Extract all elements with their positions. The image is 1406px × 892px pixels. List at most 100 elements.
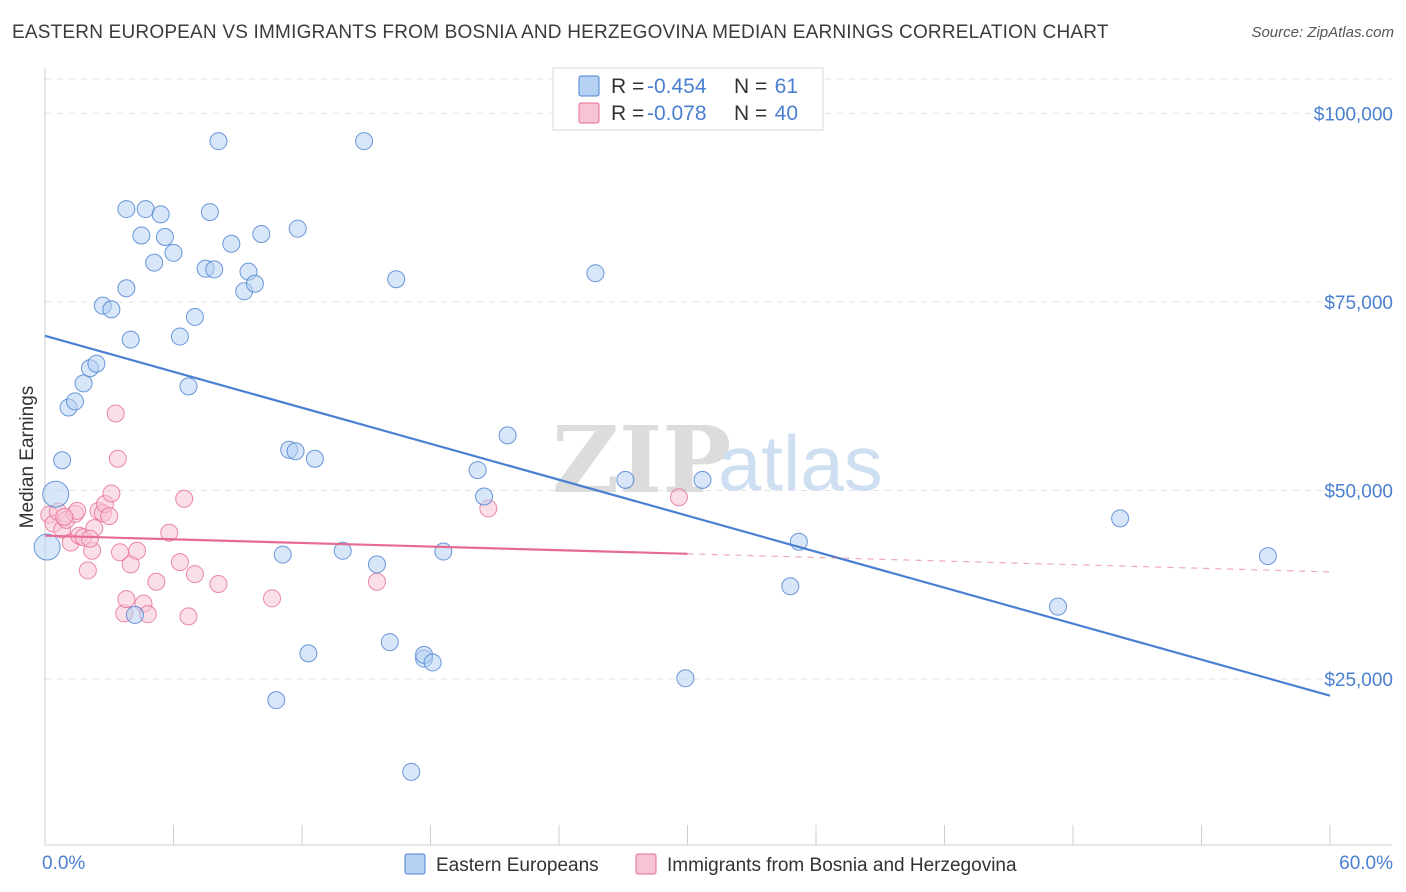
data-point-eastern-europeans	[53, 451, 72, 470]
data-point-eastern-europeans	[333, 541, 352, 560]
chart-title: EASTERN EUROPEAN VS IMMIGRANTS FROM BOSN…	[12, 22, 1109, 43]
data-point-eastern-europeans	[434, 542, 453, 561]
stats-r-value: -0.078	[647, 102, 707, 125]
data-point-eastern-europeans	[200, 203, 219, 222]
legend-label-bosnia: Immigrants from Bosnia and Herzegovina	[667, 855, 1017, 876]
x-tick-label-end: 60.0%	[1339, 853, 1393, 874]
data-point-eastern-europeans	[145, 253, 164, 272]
data-point-eastern-europeans	[468, 461, 487, 480]
y-tick-label: $75,000	[1324, 293, 1393, 314]
data-point-bosnia	[106, 404, 125, 423]
data-point-bosnia	[160, 523, 179, 542]
watermark: ZIP atlas	[552, 406, 883, 514]
data-point-bosnia	[128, 541, 147, 560]
data-point-bosnia	[102, 484, 121, 503]
data-point-eastern-europeans	[402, 762, 421, 781]
data-point-bosnia	[108, 449, 127, 468]
stats-n-value: 61	[775, 75, 798, 98]
stats-swatch-pink	[578, 102, 600, 124]
x-tick-labels: 0.0% 60.0%	[42, 853, 1393, 874]
data-point-eastern-europeans	[252, 224, 271, 243]
data-point-eastern-europeans	[87, 354, 106, 373]
grid-lines	[45, 78, 1392, 680]
data-point-eastern-europeans	[121, 330, 140, 349]
data-point-eastern-europeans	[616, 470, 635, 489]
axes	[44, 68, 1392, 846]
data-point-eastern-europeans	[222, 234, 241, 253]
data-point-bosnia	[170, 553, 189, 572]
data-point-eastern-europeans	[267, 691, 286, 710]
data-point-eastern-europeans	[273, 545, 292, 564]
data-point-eastern-europeans	[781, 577, 800, 596]
y-tick-label: $25,000	[1324, 670, 1393, 691]
data-point-eastern-europeans	[355, 132, 374, 151]
data-point-eastern-europeans	[179, 377, 198, 396]
y-tick-label: $50,000	[1324, 481, 1393, 502]
data-point-eastern-europeans	[185, 307, 204, 326]
data-point-eastern-europeans	[42, 480, 70, 508]
legend-label-eastern-europeans: Eastern Europeans	[436, 855, 599, 876]
data-point-eastern-europeans	[693, 470, 712, 489]
data-point-bosnia	[55, 507, 74, 526]
data-point-eastern-europeans	[475, 487, 494, 506]
data-point-bosnia	[179, 607, 198, 626]
y-tick-labels: $25,000 $50,000 $75,000 $100,000	[1314, 104, 1393, 691]
data-point-eastern-europeans	[676, 669, 695, 688]
data-point-eastern-europeans	[74, 374, 93, 393]
data-point-eastern-europeans	[423, 653, 442, 672]
data-point-eastern-europeans	[380, 633, 399, 652]
stats-n-value: 40	[775, 102, 798, 125]
data-point-eastern-europeans	[155, 227, 174, 246]
legend-swatch-eastern-europeans	[404, 853, 426, 875]
data-point-bosnia	[669, 488, 688, 507]
legend-swatch-bosnia	[635, 853, 657, 875]
data-point-eastern-europeans	[132, 226, 151, 245]
data-point-eastern-europeans	[586, 264, 605, 283]
data-point-eastern-europeans	[1111, 509, 1130, 528]
data-point-eastern-europeans	[65, 392, 84, 411]
data-point-eastern-europeans	[209, 132, 228, 151]
stats-n-label: N =	[734, 102, 767, 125]
data-point-bosnia	[147, 572, 166, 591]
trend-line-bosnia-dashed	[687, 553, 1331, 573]
data-point-eastern-europeans	[387, 270, 406, 289]
data-point-bosnia	[78, 561, 97, 580]
data-point-eastern-europeans	[245, 274, 264, 293]
data-point-bosnia	[100, 507, 119, 526]
data-point-eastern-europeans	[170, 327, 189, 346]
data-point-eastern-europeans	[117, 200, 136, 219]
data-point-eastern-europeans	[205, 260, 224, 279]
data-point-eastern-europeans	[1049, 597, 1068, 616]
stats-swatch-blue	[578, 75, 600, 97]
data-point-eastern-europeans	[367, 555, 386, 574]
stats-box: R = -0.454 N = 61 R = -0.078 N = 40	[552, 67, 824, 131]
data-point-eastern-europeans	[164, 243, 183, 262]
data-point-eastern-europeans	[33, 533, 61, 561]
stats-n-label: N =	[734, 75, 767, 98]
data-point-eastern-europeans	[288, 219, 307, 238]
watermark-atlas: atlas	[718, 419, 883, 507]
trend-lines	[44, 334, 1331, 697]
stats-r-label: R =	[611, 102, 644, 125]
data-point-eastern-europeans	[125, 605, 144, 624]
data-point-eastern-europeans	[151, 205, 170, 224]
x-tick-label-start: 0.0%	[42, 853, 85, 874]
y-tick-label: $100,000	[1314, 104, 1393, 125]
data-point-eastern-europeans	[498, 426, 517, 445]
trend-line-eastern-europeans	[44, 334, 1331, 697]
source-label: Source: ZipAtlas.com	[1251, 24, 1394, 41]
legend: Eastern Europeans Immigrants from Bosnia…	[404, 853, 1017, 876]
data-point-eastern-europeans	[1258, 547, 1277, 566]
data-point-bosnia	[209, 574, 228, 593]
data-point-eastern-europeans	[136, 200, 155, 219]
data-point-bosnia	[263, 589, 282, 608]
data-point-bosnia	[80, 529, 99, 548]
data-point-eastern-europeans	[299, 644, 318, 663]
stats-r-value: -0.454	[647, 75, 707, 98]
data-point-bosnia	[175, 489, 194, 508]
data-point-eastern-europeans	[305, 449, 324, 468]
trend-line-bosnia	[44, 534, 688, 555]
stats-r-label: R =	[611, 75, 644, 98]
data-point-eastern-europeans	[286, 442, 305, 461]
